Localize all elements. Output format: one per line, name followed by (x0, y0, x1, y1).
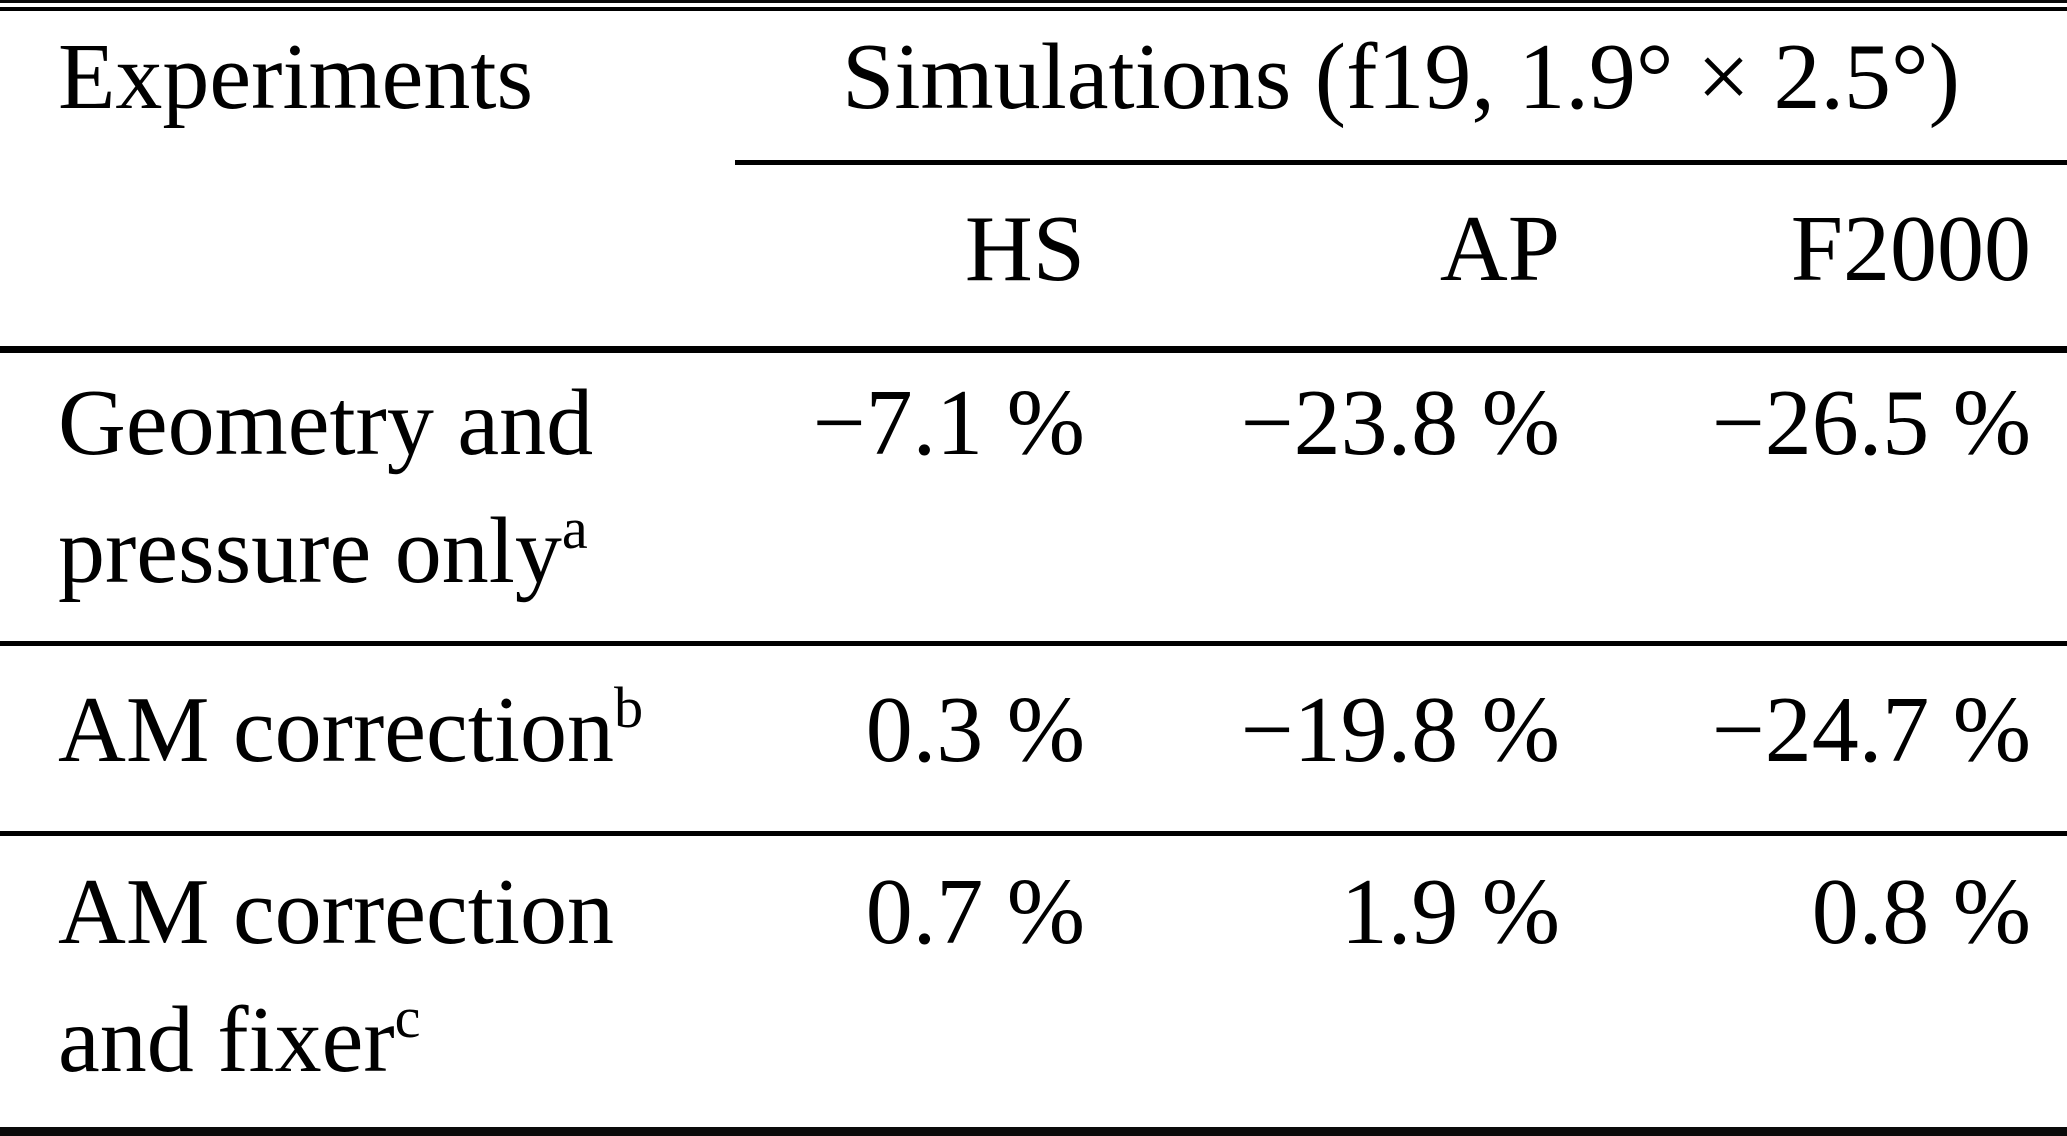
value-cell-hs: 0.7 % (865, 860, 1085, 964)
footnote-marker: c (394, 985, 421, 1050)
row-label-cell: Geometry and pressure onlya (0, 350, 735, 644)
empty-header-cell (0, 163, 735, 350)
header-row-columns: HS AP F2000 (0, 163, 2067, 350)
table-toprule (0, 7, 2067, 11)
table-row: AM correction and fixerc 0.7 % 1.9 % 0.8… (0, 834, 2067, 1116)
value-cell-hs: −7.1 % (812, 371, 1085, 475)
header-row-group: Experiments Simulations (f19, 1.9° × 2.5… (0, 11, 2067, 165)
experiments-column-header: Experiments (58, 25, 534, 129)
value-cell-ap: 1.9 % (1340, 860, 1560, 964)
table-header: Experiments Simulations (f19, 1.9° × 2.5… (0, 11, 2067, 350)
value-cell-f2000: −24.7 % (1711, 678, 2032, 782)
value-cell-f2000: −26.5 % (1711, 371, 2032, 475)
row-label: AM correction and fixer (58, 860, 614, 1092)
table-top-edge-line (0, 0, 2067, 3)
value-cell-hs: 0.3 % (865, 678, 1085, 782)
table-row: AM correctionb 0.3 % −19.8 % −24.7 % (0, 644, 2067, 834)
value-cell-ap: −19.8 % (1240, 678, 1560, 782)
table-row: Geometry and pressure onlya −7.1 % −23.8… (0, 350, 2067, 644)
simulations-group-header: Simulations (f19, 1.9° × 2.5°) (735, 11, 2067, 165)
row-label: AM correction (58, 678, 614, 782)
footnote-marker: b (613, 675, 644, 740)
value-cell-f2000: 0.8 % (1811, 860, 2032, 964)
column-header-hs: HS (964, 197, 1085, 301)
column-header-ap: AP (1439, 197, 1560, 301)
row-label-cell: AM correctionb (0, 644, 735, 834)
table-top-gap (0, 3, 2067, 7)
value-cell-ap: −23.8 % (1240, 371, 1560, 475)
column-header-f2000: F2000 (1790, 197, 2032, 301)
results-table: Experiments Simulations (f19, 1.9° × 2.5… (0, 11, 2067, 1115)
table-body: Geometry and pressure onlya −7.1 % −23.8… (0, 350, 2067, 1116)
table-bottomrule (0, 1127, 2067, 1136)
footnote-marker: a (561, 496, 588, 561)
row-label: Geometry and pressure only (58, 371, 594, 603)
row-label-cell: AM correction and fixerc (0, 834, 735, 1116)
